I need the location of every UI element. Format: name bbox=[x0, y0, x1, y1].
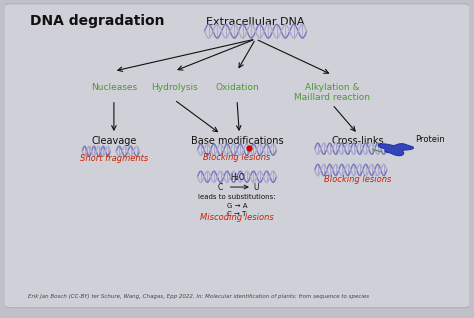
Text: Protein: Protein bbox=[415, 135, 445, 144]
Text: Erik Jan Bosch (CC-BY) ter Schure, Wang, Chagas, Epp 2022. In: Molecular identif: Erik Jan Bosch (CC-BY) ter Schure, Wang,… bbox=[28, 294, 369, 299]
Text: H₂O: H₂O bbox=[230, 173, 246, 182]
Text: Nucleases: Nucleases bbox=[91, 83, 137, 92]
Text: Miscoding lesions: Miscoding lesions bbox=[200, 213, 274, 222]
Text: Extracellular DNA: Extracellular DNA bbox=[206, 17, 305, 27]
Text: Blocking lesions: Blocking lesions bbox=[324, 175, 392, 184]
Text: Alkylation &
Maillard reaction: Alkylation & Maillard reaction bbox=[294, 83, 370, 102]
Text: Base modifications: Base modifications bbox=[191, 135, 283, 146]
Text: G → A: G → A bbox=[227, 203, 247, 209]
Text: DNA degradation: DNA degradation bbox=[30, 14, 165, 28]
Text: Cleavage: Cleavage bbox=[91, 135, 137, 146]
Text: Oxidation: Oxidation bbox=[215, 83, 259, 92]
Text: C: C bbox=[218, 183, 223, 191]
FancyBboxPatch shape bbox=[3, 4, 471, 308]
Polygon shape bbox=[378, 144, 413, 156]
Text: Blocking lesions: Blocking lesions bbox=[203, 153, 271, 162]
Text: U: U bbox=[254, 183, 259, 191]
Text: Short fragments: Short fragments bbox=[80, 155, 148, 163]
Text: leads to substitutions:: leads to substitutions: bbox=[198, 194, 276, 200]
Text: C → T: C → T bbox=[228, 211, 246, 217]
Text: Hydrolysis: Hydrolysis bbox=[151, 83, 198, 92]
Text: Cross-links: Cross-links bbox=[331, 135, 384, 146]
